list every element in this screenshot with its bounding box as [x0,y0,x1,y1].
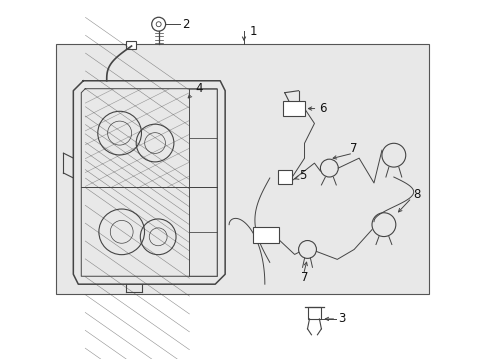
Bar [56,44,427,294]
Text: 7: 7 [300,271,307,284]
Bar [252,227,278,243]
Bar [277,170,291,184]
Text: 6: 6 [319,102,326,115]
Bar [189,232,217,276]
Text: 1: 1 [249,24,257,38]
Bar [189,89,217,138]
Text: 5: 5 [299,168,306,181]
Bar [189,138,217,188]
Bar [125,41,135,49]
Text: 3: 3 [338,312,345,325]
Bar [282,100,304,117]
Text: 7: 7 [349,142,357,155]
Bar [307,307,321,319]
Text: 8: 8 [413,188,420,201]
Text: 2: 2 [182,18,190,31]
Bar [189,188,217,232]
Text: 4: 4 [195,82,203,95]
